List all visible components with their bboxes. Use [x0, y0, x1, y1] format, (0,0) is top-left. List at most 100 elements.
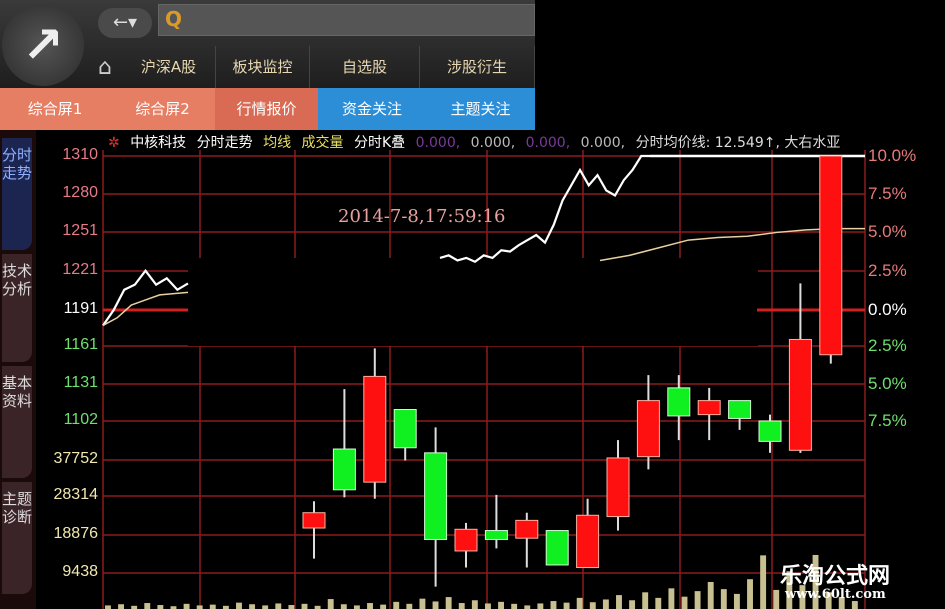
side-tab-diagnosis[interactable]: 主题诊断 — [2, 482, 32, 594]
price-axis-label: 1191 — [63, 300, 98, 317]
candle-up — [788, 338, 812, 451]
watermark-url: www.60lt.com — [785, 587, 886, 602]
price-axis-label: 1131 — [63, 374, 98, 391]
volume-bar — [773, 589, 780, 609]
candle-up — [363, 375, 387, 483]
search-icon: Q — [165, 7, 183, 31]
percent-axis-label: 0.0% — [868, 300, 907, 319]
volume-bar — [314, 605, 321, 609]
tab-watchlist[interactable]: 自选股 — [310, 46, 420, 88]
volume-bar — [760, 555, 767, 609]
volume-bar — [118, 604, 124, 609]
tab-fund-focus[interactable]: 资金关注 — [318, 88, 426, 130]
tab-theme-focus[interactable]: 主题关注 — [426, 88, 535, 130]
volume-bar — [602, 599, 609, 609]
price-axis-label: 1280 — [62, 184, 98, 201]
home-icon[interactable]: ⌂ — [98, 55, 112, 80]
volume-bar — [799, 585, 806, 609]
volume-bar — [838, 597, 845, 609]
tab-screen-1[interactable]: 综合屏1 — [0, 88, 110, 130]
top-bar: ↗ ←▾ Q ⌂ 沪深A股 板块监控 自选股 涉股衍生 — [0, 0, 535, 88]
candle-down — [728, 400, 752, 419]
candle-down — [332, 448, 356, 491]
volume-bar — [747, 579, 753, 609]
tab-screen-2[interactable]: 综合屏2 — [110, 88, 215, 130]
sub-nav: 综合屏1 综合屏2 行情报价 资金关注 主题关注 — [0, 88, 535, 130]
volume-bar — [353, 605, 360, 609]
intraday-price-line — [439, 154, 650, 264]
volume-axis-label: 9438 — [62, 563, 98, 580]
blank-area — [535, 0, 945, 130]
volume-bar — [432, 601, 439, 609]
search-input[interactable]: Q — [158, 4, 535, 36]
candle-down — [545, 530, 569, 566]
tab-hs-a-shares[interactable]: 沪深A股 — [122, 46, 216, 88]
header-item-ma[interactable]: 均线 — [263, 135, 292, 151]
side-tab-fundamentals[interactable]: 基本资料 — [2, 366, 32, 478]
stock-name: 中核科技 — [130, 135, 187, 151]
volume-bar — [367, 603, 373, 609]
volume-bar — [825, 592, 832, 609]
tab-derivatives[interactable]: 涉股衍生 — [420, 46, 535, 88]
tab-quotes[interactable]: 行情报价 — [215, 88, 318, 130]
volume-bar — [498, 601, 504, 609]
candle-up — [454, 528, 478, 552]
intraday-price-line — [102, 268, 189, 327]
volume-bar — [301, 603, 308, 609]
candle-up — [636, 400, 660, 458]
percent-axis-label: 7.5% — [868, 411, 907, 430]
header-value-1: 0.000, — [415, 135, 461, 151]
watermark-name: 乐淘公式网 — [780, 564, 891, 589]
candle-up — [819, 155, 843, 356]
settings-gear-icon[interactable]: ✲ — [108, 135, 120, 151]
app-logo-icon[interactable]: ↗ — [2, 4, 84, 86]
volume-bar — [327, 599, 334, 609]
header-item-volume[interactable]: 成交量 — [301, 135, 344, 151]
chart-header: ✲ 中核科技 分时走势 均线 成交量 分时K叠 0.000, 0.000, 0.… — [108, 132, 846, 152]
volume-bar — [445, 597, 452, 609]
back-button[interactable]: ←▾ — [98, 8, 152, 38]
tab-sector-monitor[interactable]: 板块监控 — [216, 46, 310, 88]
side-tabs: 分时走势 技术分析 基本资料 主题诊断 — [0, 130, 36, 609]
volume-bar — [393, 601, 400, 609]
volume-bar — [851, 601, 858, 609]
volume-bar — [707, 581, 714, 609]
header-item-intraday[interactable]: 分时走势 — [196, 135, 253, 151]
volume-bar — [144, 603, 151, 609]
volume-bar — [170, 606, 177, 609]
volume-bar — [616, 595, 622, 609]
candle-down — [393, 409, 417, 449]
candle-up — [302, 512, 326, 529]
volume-bar — [340, 604, 347, 609]
side-tab-intraday[interactable]: 分时走势 — [2, 138, 32, 250]
volume-bar — [733, 593, 740, 609]
avg-price-label: 分时均价线: 12.549↑, 大右水亚 — [635, 135, 841, 151]
volume-bar — [576, 597, 583, 609]
volume-bar — [812, 554, 819, 609]
volume-bar — [550, 601, 557, 609]
volume-bar — [681, 596, 688, 609]
percent-axis-label: 5.0% — [868, 222, 907, 241]
candle-down — [667, 387, 691, 417]
volume-bar — [196, 605, 203, 609]
volume-bar — [380, 604, 387, 609]
volume-bar — [236, 602, 242, 609]
side-tab-technical[interactable]: 技术分析 — [2, 254, 32, 362]
volume-bar — [157, 605, 164, 609]
volume-bar — [642, 592, 649, 609]
volume-bar — [288, 605, 295, 609]
header-item-kline-overlay[interactable]: 分时K叠 — [354, 135, 406, 151]
candle-up — [515, 519, 539, 539]
candle-down — [424, 452, 448, 540]
volume-bar — [183, 603, 190, 609]
volume-bar — [537, 603, 544, 609]
volume-bar — [209, 604, 216, 609]
volume-bar — [249, 604, 256, 609]
percent-axis-label: 5.0% — [868, 374, 907, 393]
candle-up — [606, 457, 630, 518]
volume-bar — [105, 605, 111, 609]
volume-axis-label: 37752 — [53, 450, 99, 467]
volume-bar — [406, 603, 413, 609]
volume-bar — [222, 605, 229, 609]
